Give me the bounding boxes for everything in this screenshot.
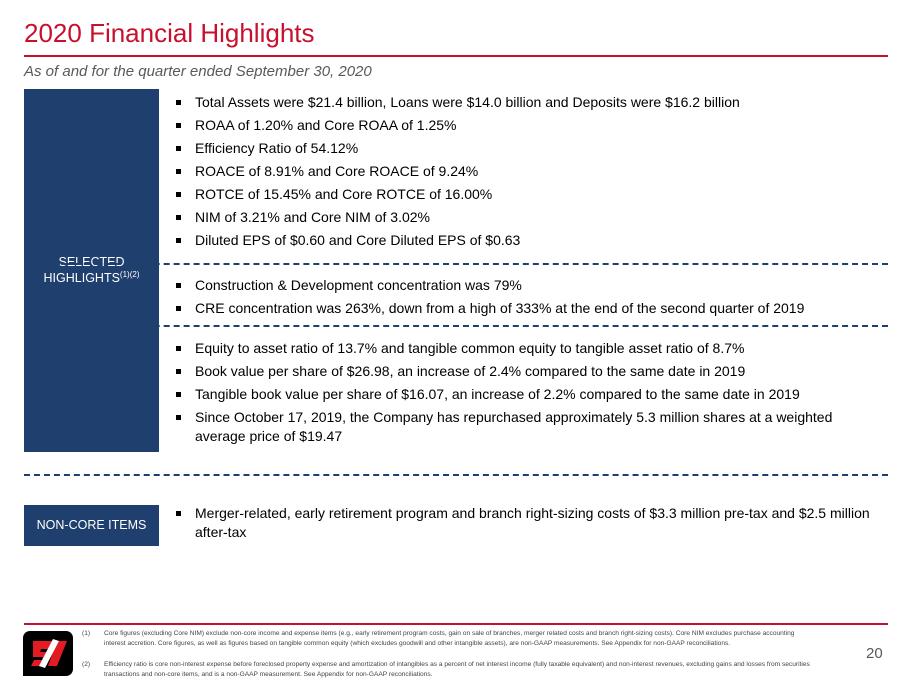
footnote-text: Efficiency ratio is core non-interest ex…: [104, 661, 810, 678]
non-core-items-label: NON-CORE ITEMS: [24, 505, 159, 546]
bullet-item: Construction & Development concentration…: [175, 276, 875, 295]
bullet-item: Since October 17, 2019, the Company has …: [175, 408, 875, 446]
label-line1: SELECTED: [58, 254, 125, 269]
page-subtitle: As of and for the quarter ended Septembe…: [24, 63, 372, 80]
bullet-item: CRE concentration was 263%, down from a …: [175, 299, 875, 318]
page-number: 20: [866, 645, 883, 662]
bullet-item: Equity to asset ratio of 13.7% and tangi…: [175, 339, 875, 358]
non-core-items-list: Merger-related, early retirement program…: [175, 504, 875, 546]
bullet-item: Merger-related, early retirement program…: [175, 504, 875, 542]
title-divider: [24, 55, 888, 57]
selected-highlights-label: SELECTED HIGHLIGHTS(1)(2): [24, 89, 159, 452]
section-divider: [24, 474, 888, 476]
highlights-group-concentration: Construction & Development concentration…: [175, 276, 875, 322]
footnote-number: (1): [82, 630, 91, 637]
bullet-item: NIM of 3.21% and Core NIM of 3.02%: [175, 208, 875, 227]
bullet-item: ROACE of 8.91% and Core ROACE of 9.24%: [175, 162, 875, 181]
bullet-item: ROTCE of 15.45% and Core ROTCE of 16.00%: [175, 185, 875, 204]
section-divider: [24, 325, 888, 327]
highlights-group-capital: Equity to asset ratio of 13.7% and tangi…: [175, 339, 875, 450]
bullet-item: Tangible book value per share of $16.07,…: [175, 385, 875, 404]
footnote-ref: (1)(2): [119, 270, 140, 280]
footnote-2: (2) Efficiency ratio is core non-interest…: [82, 660, 812, 680]
company-logo: [23, 631, 73, 676]
highlights-group-performance: Total Assets were $21.4 billion, Loans w…: [175, 93, 875, 254]
footnote-text: Core figures (excluding Core NIM) exclud…: [104, 630, 795, 647]
footnote-1: (1) Core figures (excluding Core NIM) exc…: [82, 629, 812, 649]
bullet-item: Total Assets were $21.4 billion, Loans w…: [175, 93, 875, 112]
footnote-number: (2): [82, 661, 91, 668]
bullet-item: Book value per share of $26.98, an incre…: [175, 362, 875, 381]
bullet-item: Efficiency Ratio of 54.12%: [175, 139, 875, 158]
bullet-item: ROAA of 1.20% and Core ROAA of 1.25%: [175, 116, 875, 135]
page-title: 2020 Financial Highlights: [24, 18, 315, 48]
bullet-item: Diluted EPS of $0.60 and Core Diluted EP…: [175, 231, 875, 250]
section-divider: [24, 263, 888, 265]
footer-divider: [24, 623, 888, 625]
label-line2: HIGHLIGHTS: [43, 271, 120, 286]
